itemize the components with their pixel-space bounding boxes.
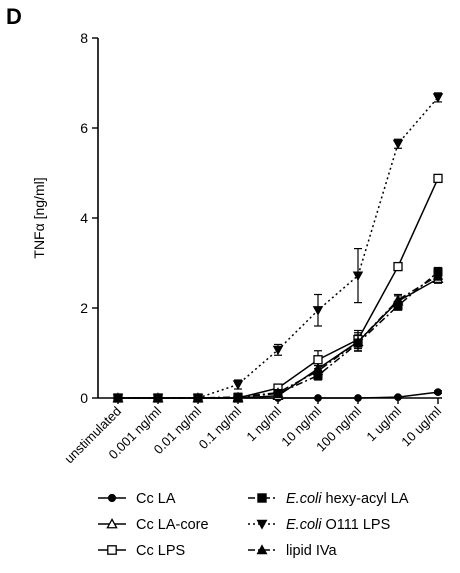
legend-label: Cc LA <box>136 491 176 507</box>
data-point <box>314 394 322 402</box>
legend-marker <box>107 493 117 503</box>
data-point <box>393 261 403 272</box>
legend-marker <box>257 493 267 503</box>
y-tick-label: 2 <box>80 300 88 316</box>
legend-label: Cc LA-core <box>136 517 209 533</box>
series-line <box>118 274 439 399</box>
data-point <box>392 139 404 150</box>
data-point <box>112 392 124 403</box>
series-line <box>118 278 439 399</box>
legend-label: lipid IVa <box>286 543 337 559</box>
data-point <box>434 388 442 397</box>
data-point <box>312 365 324 376</box>
y-tick-label: 4 <box>80 210 88 226</box>
data-point <box>433 173 443 184</box>
y-tick-label: 0 <box>80 390 88 406</box>
data-point <box>313 355 323 365</box>
legend-marker <box>107 545 117 555</box>
legend-label: E.coli hexy-acyl LA <box>286 491 409 507</box>
data-point <box>232 391 244 402</box>
x-tick-label: 10 ug/ml <box>398 403 444 449</box>
data-point <box>432 270 444 280</box>
y-tick-label: 8 <box>80 30 88 46</box>
data-point <box>352 336 364 346</box>
series-line <box>118 178 439 399</box>
x-tick-label: 0.1 ng/ml <box>196 403 244 451</box>
y-tick-label: 6 <box>80 120 88 136</box>
data-point <box>272 387 284 397</box>
data-point <box>312 306 324 316</box>
y-axis-label: TNFα [ng/ml] <box>31 177 47 258</box>
data-point <box>354 394 362 402</box>
legend-label: Cc LPS <box>136 543 185 559</box>
data-point <box>352 271 364 282</box>
data-point <box>272 345 284 356</box>
legend-marker <box>106 518 118 529</box>
data-point <box>152 392 164 403</box>
legend-marker <box>256 544 268 555</box>
data-point <box>432 93 444 103</box>
panel-label: D <box>6 4 22 29</box>
data-point <box>232 380 244 390</box>
legend-label: E.coli O111 LPS <box>286 517 390 533</box>
series-line <box>118 271 439 399</box>
data-point <box>394 393 402 402</box>
data-point <box>392 294 404 304</box>
legend-marker <box>256 519 268 530</box>
data-point <box>192 392 204 403</box>
